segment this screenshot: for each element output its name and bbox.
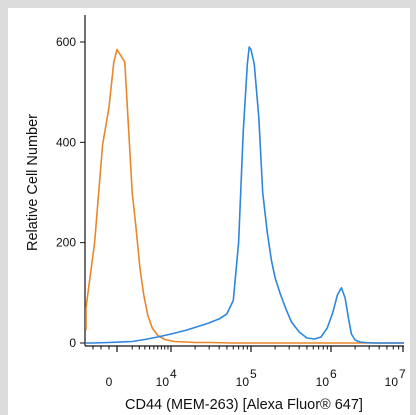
histogram-series-1 xyxy=(85,48,404,344)
x-tick-exponent: 4 xyxy=(170,367,177,381)
y-axis-title: Relative Cell Number xyxy=(25,114,41,251)
x-tick-exponent: 6 xyxy=(330,367,337,381)
x-tick-label: 10 xyxy=(236,375,250,389)
x-tick-label: 10 xyxy=(385,375,399,389)
y-ticks: 0 200 400 600 xyxy=(56,35,85,350)
x-tick-exponent: 7 xyxy=(399,367,406,381)
x-tick-label: 10 xyxy=(156,375,170,389)
y-tick-label: 400 xyxy=(56,135,76,149)
y-tick-label: 600 xyxy=(56,35,76,49)
axes xyxy=(84,15,404,347)
histogram-series-2 xyxy=(86,46,404,344)
x-axis-title: CD44 (MEM-263) [Alexa Fluor® 647] xyxy=(125,397,363,413)
x-tick-label: 0 xyxy=(106,375,113,389)
y-tick-label: 0 xyxy=(69,336,76,350)
x-tick-exponent: 5 xyxy=(250,367,257,381)
y-tick-label: 200 xyxy=(56,236,76,250)
x-tick-label: 10 xyxy=(316,375,330,389)
series-layer xyxy=(85,46,404,344)
